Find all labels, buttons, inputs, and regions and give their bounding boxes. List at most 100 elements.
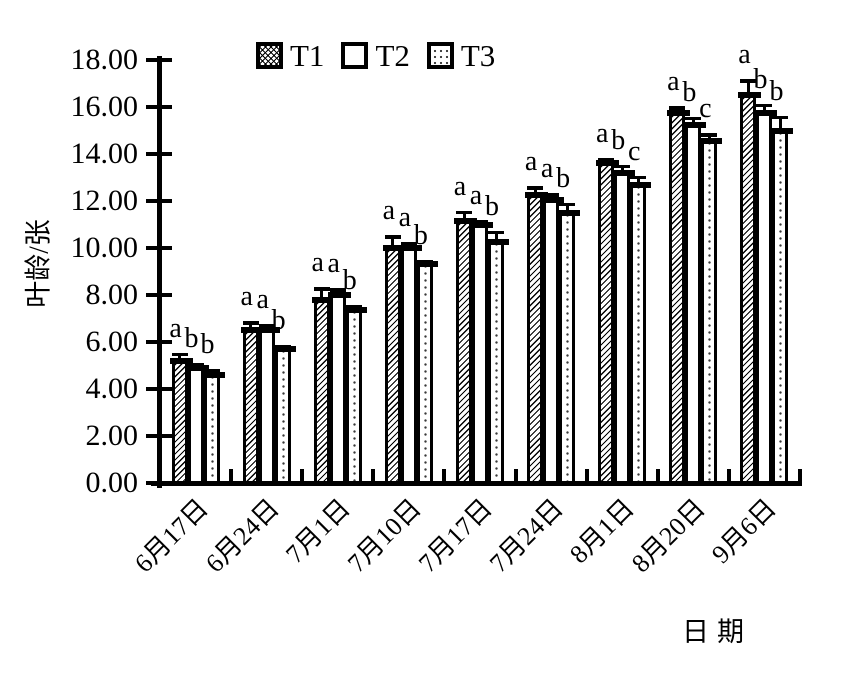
bar-top-cap <box>470 221 493 228</box>
legend-swatch-t2-icon <box>341 42 369 69</box>
error-bar-cap <box>669 106 686 110</box>
error-bar-cap <box>384 235 401 239</box>
sig-letter: a <box>382 195 396 227</box>
error-bar-cap <box>630 175 647 179</box>
error-bar-line <box>604 159 608 164</box>
bar-t3-6月24日 <box>274 349 291 484</box>
y-axis-title: 叶龄/张 <box>23 219 54 308</box>
y-tick-label: 8.00 <box>85 278 139 311</box>
bar-t2-6月17日 <box>187 367 204 484</box>
sig-letter: b <box>556 162 571 194</box>
bar-top-cap <box>612 169 636 176</box>
y-tick-label: 2.00 <box>85 419 139 452</box>
error-bar-cap <box>772 115 789 120</box>
bar-top-cap <box>311 296 335 303</box>
bar-t1-8月1日 <box>598 163 615 484</box>
bar-top-cap <box>272 346 296 353</box>
error-bar-cap <box>400 242 417 246</box>
error-bar-line <box>778 117 782 131</box>
error-bar-line <box>336 290 340 295</box>
bar-t2-8月20日 <box>685 124 702 484</box>
legend-swatch-t3-icon <box>426 42 454 69</box>
error-bar-cap <box>740 79 757 83</box>
x-tick <box>442 469 447 481</box>
sig-letter: a <box>738 39 751 71</box>
error-bar-cap <box>756 103 773 108</box>
x-tick <box>300 469 305 481</box>
error-bar-cap <box>527 186 544 190</box>
bar-t1-7月17日 <box>456 220 472 484</box>
error-bar-cap <box>614 164 631 169</box>
bar-t2-7月10日 <box>400 248 417 484</box>
bar-top-cap <box>754 109 778 116</box>
error-bar-line <box>549 195 553 200</box>
error-bar-cap <box>329 288 346 292</box>
bar-top-cap <box>343 307 367 314</box>
bar-top-cap <box>398 245 422 251</box>
sig-letter: b <box>485 190 499 222</box>
bar-t1-7月10日 <box>384 248 401 484</box>
bar-t2-7月17日 <box>472 224 488 484</box>
sig-letter: a <box>327 248 340 280</box>
bar-top-cap <box>683 121 707 128</box>
error-bar-cap <box>274 344 291 349</box>
legend-item-t2: T2 <box>341 38 410 73</box>
bar-top-cap <box>454 217 477 224</box>
error-bar-cap <box>258 324 275 328</box>
error-bar-cap <box>203 369 220 373</box>
bar-top-cap <box>486 239 509 246</box>
sig-letter: a <box>398 202 412 234</box>
error-bar-line <box>691 118 695 125</box>
y-tick-label: 16.00 <box>70 90 139 123</box>
error-bar-cap <box>685 116 702 121</box>
sig-letter: b <box>342 264 357 296</box>
y-tick-label: 4.00 <box>85 372 139 405</box>
error-bar-line <box>565 204 569 213</box>
x-tick <box>371 469 376 481</box>
sig-letter: b <box>200 329 215 361</box>
x-tick <box>726 469 731 481</box>
y-tick-label: 14.00 <box>70 137 139 170</box>
error-bar-line <box>462 212 466 221</box>
bar-t2-8月1日 <box>614 172 631 484</box>
error-bar-line <box>620 166 624 173</box>
y-axis-line <box>157 56 162 488</box>
sig-letter: a <box>469 179 483 211</box>
error-bar-cap <box>472 219 488 224</box>
error-bar-line <box>249 323 253 331</box>
bar-top-cap <box>256 327 280 334</box>
error-bar-line <box>352 306 356 311</box>
bar-top-cap <box>557 209 581 216</box>
sig-letter: a <box>667 66 680 98</box>
error-bar-line <box>762 105 766 113</box>
sig-letter: c <box>628 135 641 167</box>
bar-top-cap <box>699 138 723 145</box>
bar-t3-7月24日 <box>559 212 576 484</box>
sig-letter: a <box>596 117 609 149</box>
bar-top-cap <box>382 245 406 251</box>
bar-top-cap <box>185 364 209 371</box>
bar-t3-9月6日 <box>772 130 789 484</box>
x-axis-title: 日期 <box>682 617 752 647</box>
x-tick <box>655 469 660 481</box>
legend-label-t2: T2 <box>375 38 410 73</box>
error-bar-line <box>391 237 395 248</box>
bar-t1-9月6日 <box>740 95 757 484</box>
x-tick <box>798 469 802 481</box>
bar-top-cap <box>667 109 691 116</box>
error-bar-line <box>707 135 711 142</box>
error-bar-line <box>494 232 498 243</box>
legend-label-t1: T1 <box>290 38 325 73</box>
error-bar-cap <box>345 304 362 309</box>
error-bar-cap <box>171 352 188 357</box>
bar-top-cap <box>628 181 652 188</box>
error-bar-cap <box>456 210 472 215</box>
sig-letter: a <box>311 247 324 279</box>
bar-top-cap <box>414 261 438 268</box>
bar-top-cap <box>738 92 762 99</box>
error-bar-line <box>533 188 537 196</box>
bar-top-cap <box>596 160 620 167</box>
bar-t3-7月17日 <box>488 242 504 484</box>
error-bar-line <box>407 244 411 248</box>
